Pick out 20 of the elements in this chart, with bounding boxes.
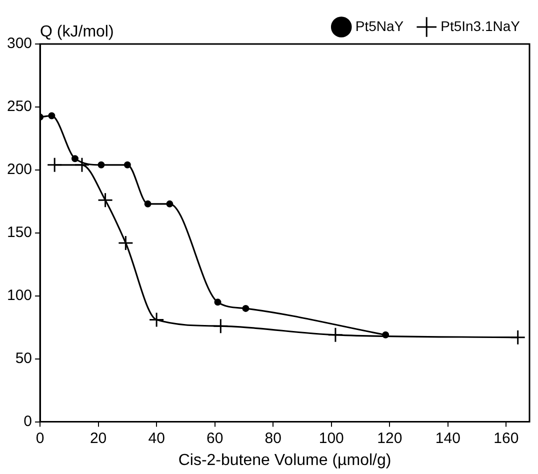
y-tick-label: 100 xyxy=(6,287,32,304)
x-tick-label: 20 xyxy=(90,430,107,447)
legend-label: Pt5NaY xyxy=(355,18,404,34)
x-tick-label: 60 xyxy=(206,430,224,447)
y-tick-label: 0 xyxy=(24,412,32,430)
x-tick-label: 140 xyxy=(435,430,460,447)
y-tick-label: 300 xyxy=(6,35,32,52)
y-tick-label: 250 xyxy=(6,98,32,116)
y-axis-title: Q (kJ/mol) xyxy=(40,23,114,40)
x-tick-label: 100 xyxy=(318,430,344,447)
y-tick-label: 50 xyxy=(15,350,32,367)
x-tick-label: 160 xyxy=(494,430,519,447)
y-tick-label: 200 xyxy=(6,161,32,178)
x-axis-title: Cis-2-butene Volume (µmol/g) xyxy=(178,452,392,469)
x-tick-label: 0 xyxy=(36,430,44,447)
legend-label: Pt5In3.1NaY xyxy=(440,18,521,34)
x-tick-label: 40 xyxy=(148,430,165,447)
x-tick-label: 120 xyxy=(377,430,402,447)
y-tick-label: 150 xyxy=(6,224,32,242)
x-tick-label: 80 xyxy=(264,430,282,447)
